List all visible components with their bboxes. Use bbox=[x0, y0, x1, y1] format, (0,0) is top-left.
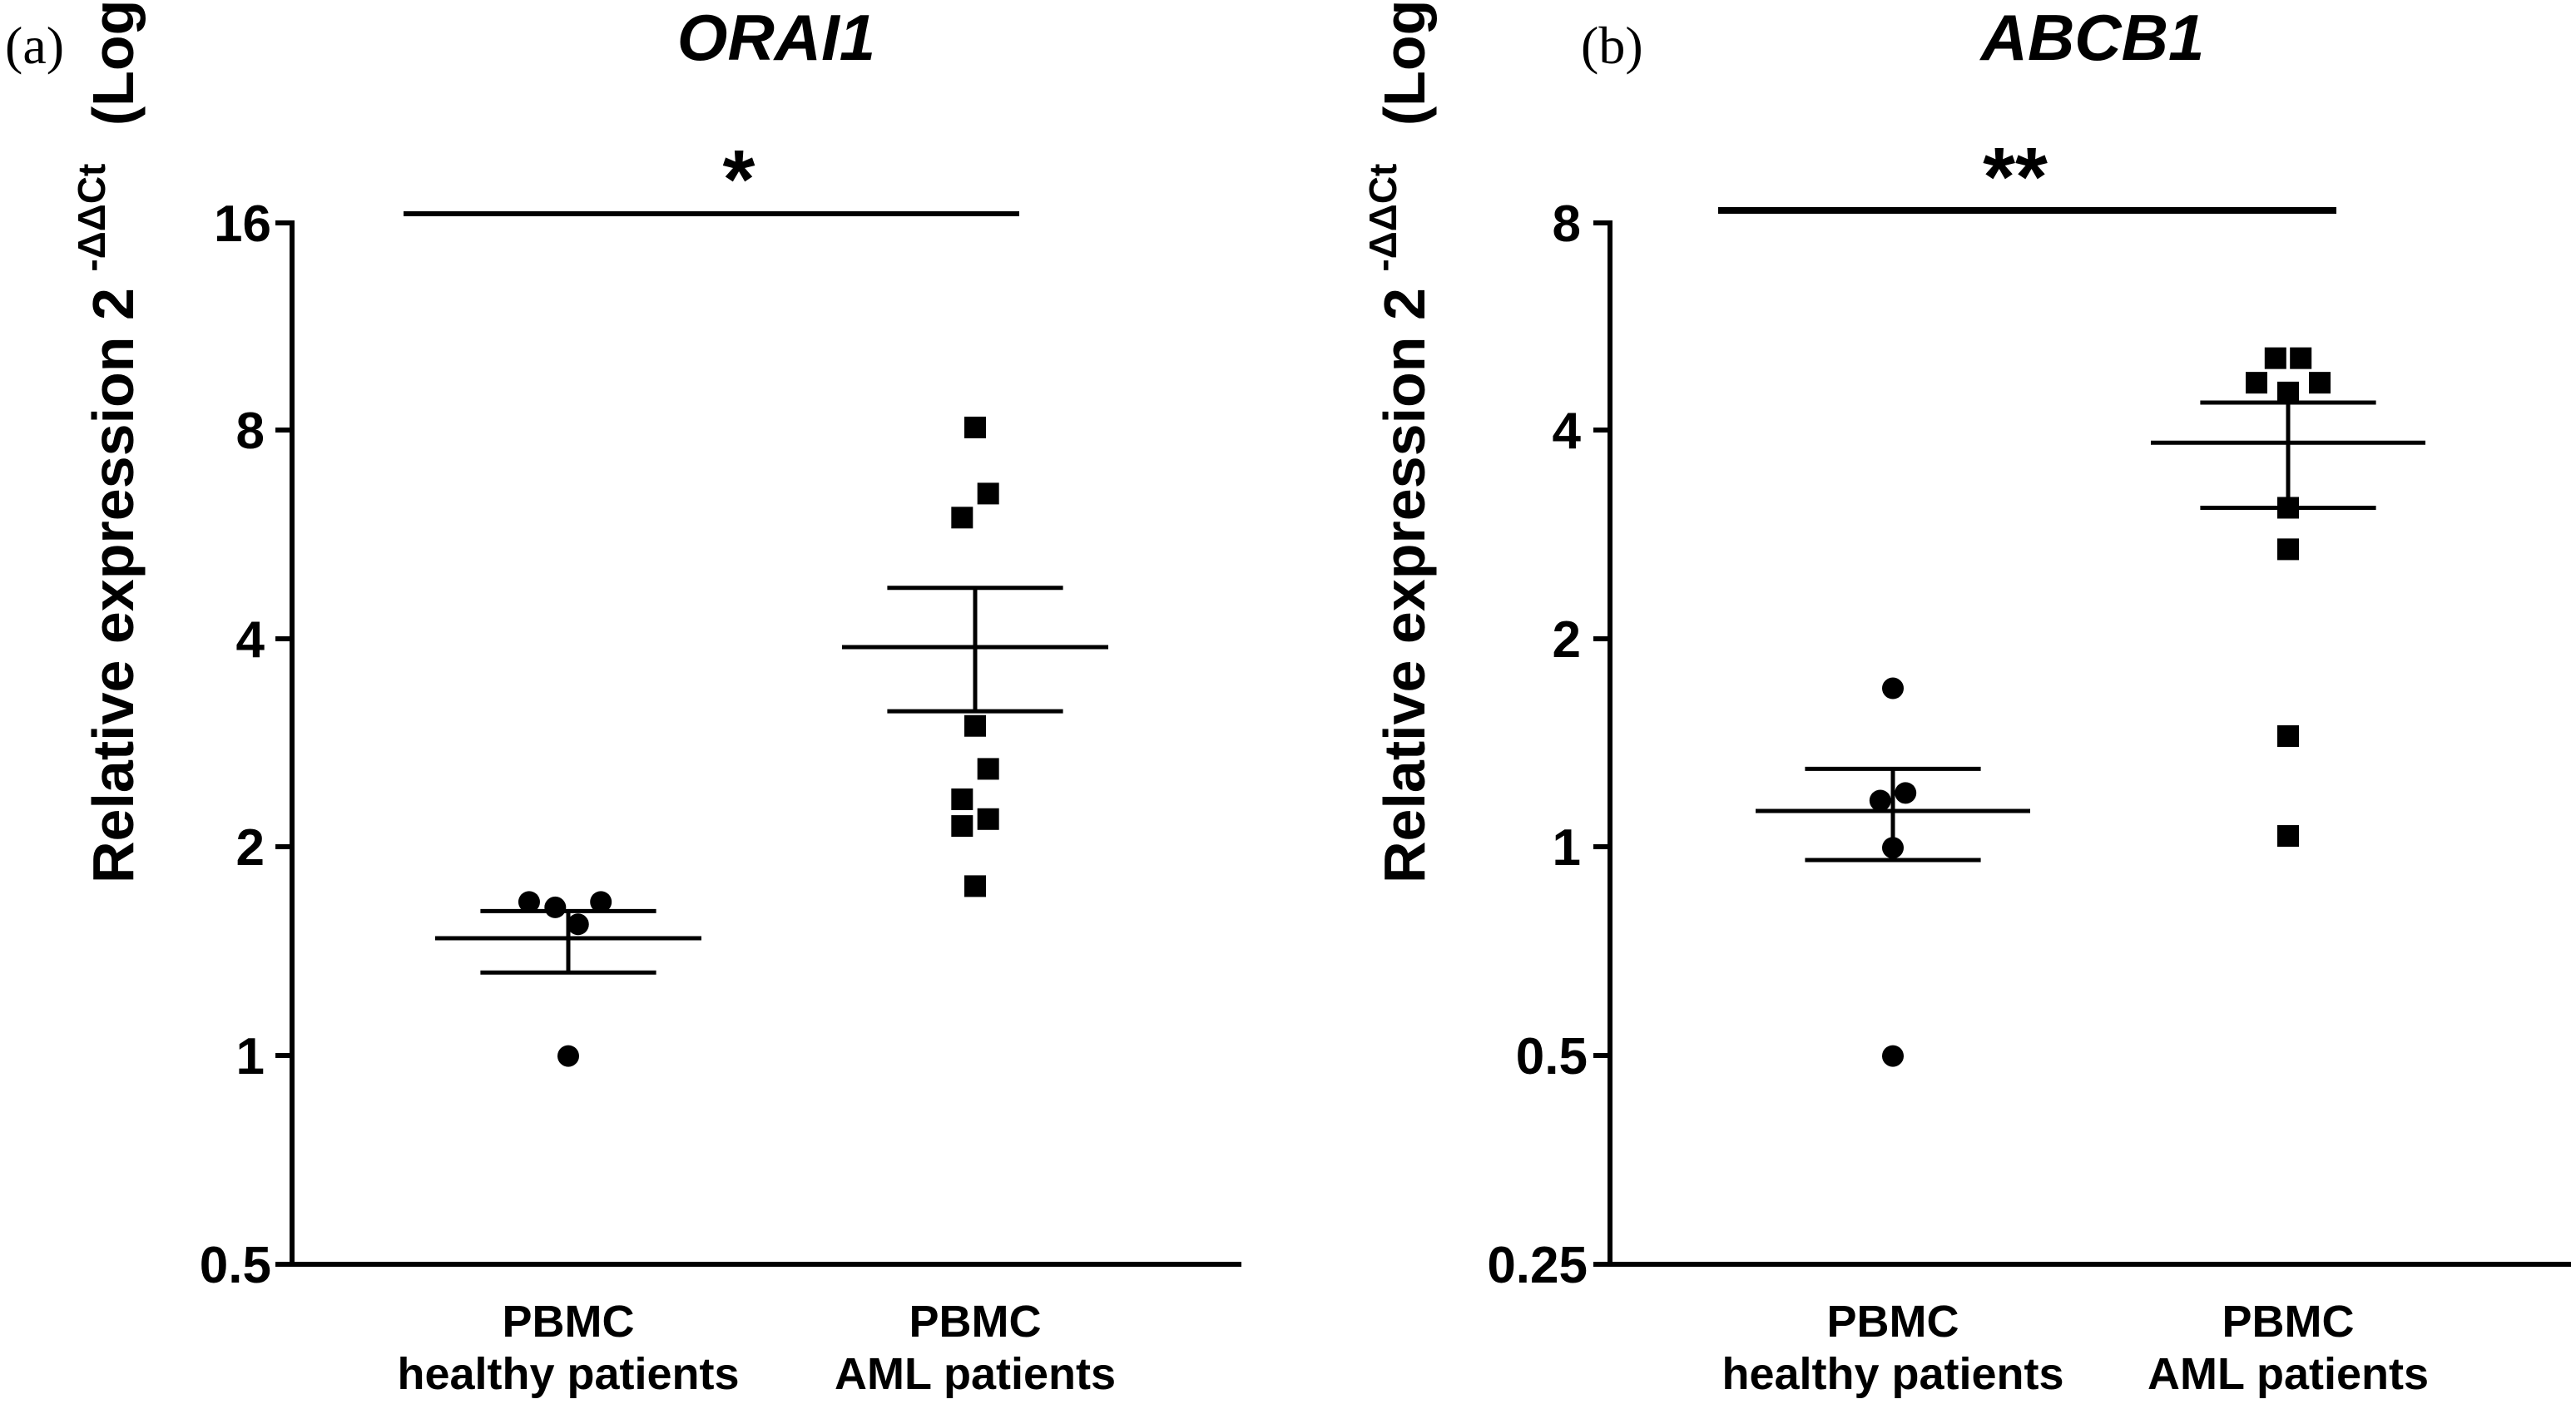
panel-a-aml-point-0 bbox=[964, 416, 986, 438]
panel-a-aml-point-1 bbox=[977, 482, 999, 505]
panel-a-y-ticks bbox=[275, 220, 292, 1267]
panel-b-ytick-label-4: 4 bbox=[1553, 403, 1582, 460]
panel-a-aml-point-5 bbox=[951, 788, 973, 810]
panel-b-y-ticks bbox=[1593, 220, 1610, 1267]
panel-a-aml-point-6 bbox=[977, 808, 999, 830]
panel-a-healthy-point-2 bbox=[567, 913, 589, 936]
panel-a-healthy-point-0 bbox=[518, 891, 540, 913]
panel-a-cat-1-line2: AML patients bbox=[835, 1349, 1116, 1399]
panel-b-cat-0-line1: PBMC bbox=[1827, 1297, 1959, 1347]
panel-a-y-tick-labels: 0.5 1 2 4 8 16 bbox=[200, 195, 271, 1294]
panel-a-aml-point-2 bbox=[951, 507, 973, 529]
panel-b-ylabel-text: Relative expression 2 -ΔΔCt (Log2) bbox=[1344, 0, 1437, 883]
panel-a-aml-point-7 bbox=[951, 815, 973, 838]
panel-b-cat-1-line2: AML patients bbox=[2147, 1349, 2429, 1399]
panel-a-ytick-label-5: 16 bbox=[214, 195, 271, 253]
panel-a-ylabel-scale: (Log2) bbox=[81, 0, 146, 126]
panel-a-cat-0-line1: PBMC bbox=[503, 1297, 635, 1347]
panel-b-aml-point-6 bbox=[2277, 538, 2299, 561]
panel-b-ylabel-scale: (Log2) bbox=[1372, 0, 1437, 126]
panel-a-ylabel-main: Relative expression 2 bbox=[81, 288, 146, 883]
panel-a-significance-stars: * bbox=[723, 133, 755, 226]
panel-a-data-marks bbox=[435, 416, 1108, 1067]
panel-b-cat-0-line2: healthy patients bbox=[1721, 1349, 2063, 1399]
panel-a-title: ORAI1 bbox=[677, 1, 875, 74]
panel-a-aml-point-8 bbox=[964, 875, 986, 897]
panel-a-ytick-label-3: 4 bbox=[236, 611, 265, 669]
panel-b-aml-point-8 bbox=[2277, 825, 2299, 848]
panel-a-ylabel: Relative expression 2 -ΔΔCt (Log2) bbox=[52, 0, 146, 883]
panel-b-label: (b) bbox=[1581, 16, 1643, 75]
panel-a: (a) ORAI1 Relative expression 2 -ΔΔCt (L… bbox=[5, 0, 1241, 1399]
panel-b: (b) ABCB1 Relative expression 2 -ΔΔCt (L… bbox=[1344, 0, 2571, 1399]
panel-b-aml-point-3 bbox=[2277, 381, 2299, 403]
panel-b-y-tick-labels: 0.25 0.5 1 2 4 8 bbox=[1487, 195, 1588, 1294]
panel-b-cat-1-line1: PBMC bbox=[2222, 1297, 2355, 1347]
panel-b-ylabel: Relative expression 2 -ΔΔCt (Log2) bbox=[1344, 0, 1437, 883]
panel-b-aml-point-2 bbox=[2246, 372, 2267, 394]
panel-b-aml-point-1 bbox=[2290, 347, 2312, 369]
panel-a-ytick-label-1: 1 bbox=[236, 1028, 265, 1085]
panel-a-healthy-point-1 bbox=[544, 896, 567, 918]
panel-b-healthy-point-2 bbox=[1869, 789, 1891, 812]
panel-a-ytick-label-2: 2 bbox=[236, 819, 265, 877]
panel-b-healthy-point-3 bbox=[1882, 837, 1904, 859]
panel-b-aml-point-7 bbox=[2277, 724, 2299, 747]
panel-a-cat-1-line1: PBMC bbox=[909, 1297, 1042, 1347]
panel-a-ylabel-superscript: -ΔΔCt bbox=[70, 164, 113, 272]
panel-a-cat-0-line2: healthy patients bbox=[397, 1349, 739, 1399]
panel-a-x-labels: PBMC healthy patients PBMC AML patients bbox=[397, 1297, 1116, 1399]
panel-a-ylabel-text: Relative expression 2 -ΔΔCt (Log2) bbox=[52, 0, 146, 883]
panel-b-ylabel-superscript: -ΔΔCt bbox=[1361, 164, 1404, 272]
panel-b-title: ABCB1 bbox=[1979, 1, 2205, 74]
panel-a-healthy-point-4 bbox=[557, 1045, 579, 1067]
panel-b-x-labels: PBMC healthy patients PBMC AML patients bbox=[1721, 1297, 2429, 1399]
panel-b-healthy-point-1 bbox=[1895, 782, 1917, 804]
panel-b-aml-point-4 bbox=[2309, 372, 2331, 394]
panel-b-healthy-point-4 bbox=[1882, 1045, 1904, 1067]
panel-a-aml-point-4 bbox=[977, 758, 999, 780]
panel-b-ytick-label-1: 0.5 bbox=[1516, 1028, 1588, 1085]
panel-b-aml-point-5 bbox=[2277, 497, 2299, 519]
panel-a-aml-point-3 bbox=[964, 714, 986, 737]
panel-a-label: (a) bbox=[5, 16, 64, 75]
panel-a-healthy-point-3 bbox=[590, 891, 612, 913]
panel-b-ytick-label-3: 2 bbox=[1553, 611, 1581, 669]
panel-b-ytick-label-0: 0.25 bbox=[1487, 1237, 1588, 1294]
panel-a-ytick-label-0: 0.5 bbox=[200, 1237, 271, 1294]
panel-b-aml-point-0 bbox=[2264, 347, 2286, 369]
panel-b-significance-stars: ** bbox=[1983, 131, 2048, 224]
panel-b-ytick-label-5: 8 bbox=[1553, 195, 1581, 253]
panel-a-ytick-label-4: 8 bbox=[236, 403, 265, 460]
panel-b-ytick-label-2: 1 bbox=[1553, 819, 1581, 877]
panel-b-data-marks bbox=[1756, 347, 2425, 1067]
panel-b-ylabel-main: Relative expression 2 bbox=[1372, 288, 1437, 883]
panel-b-healthy-point-0 bbox=[1882, 677, 1904, 700]
